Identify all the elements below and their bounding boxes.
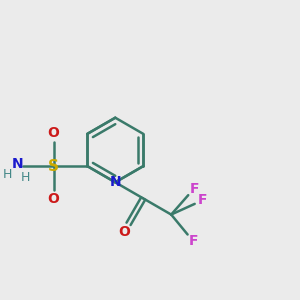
Text: O: O <box>48 126 59 140</box>
Text: F: F <box>188 234 198 248</box>
Text: F: F <box>189 182 199 196</box>
Text: O: O <box>48 192 59 206</box>
Text: O: O <box>118 225 130 239</box>
Text: H: H <box>20 171 30 184</box>
Text: N: N <box>12 157 23 171</box>
Text: N: N <box>110 175 121 189</box>
Text: S: S <box>48 159 59 174</box>
Text: H: H <box>3 168 12 181</box>
Text: F: F <box>198 193 208 207</box>
